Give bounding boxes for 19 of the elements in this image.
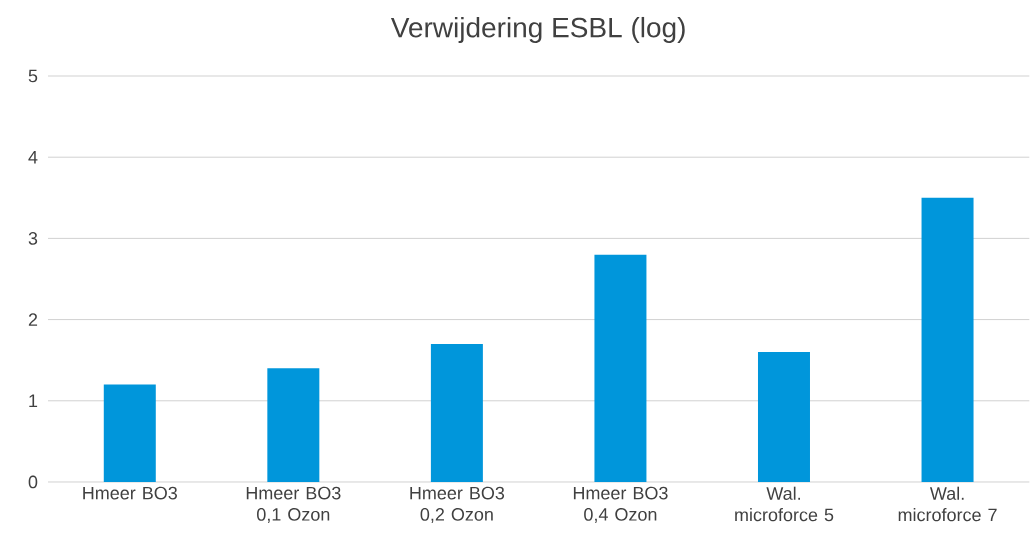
chart-title: Verwijdering ESBL (log) — [390, 16, 685, 44]
y-tick-label: 3 — [28, 232, 38, 245]
x-tick-label: Wal. microforce 5 — [735, 486, 834, 522]
y-tick-label: 4 — [28, 151, 38, 164]
x-tick-label: Hmeer BO3 0,4 Ozon — [573, 486, 668, 523]
y-tick-label: 2 — [28, 313, 38, 326]
bar — [430, 343, 483, 482]
y-tick-label: 5 — [28, 69, 38, 83]
bar — [921, 197, 974, 482]
x-tick-label: Wal. microforce 7 — [898, 486, 997, 522]
y-tick-label: 1 — [29, 394, 38, 407]
bar — [757, 352, 810, 482]
bar — [594, 254, 647, 482]
bar — [103, 384, 156, 482]
x-tick-label: Hmeer BO3 — [83, 486, 177, 500]
bar — [267, 368, 320, 482]
x-tick-label: Hmeer BO3 0,2 Ozon — [410, 486, 505, 523]
x-tick-label: Hmeer BO3 0,1 Ozon — [246, 486, 341, 523]
y-tick-label: 0 — [28, 475, 38, 489]
